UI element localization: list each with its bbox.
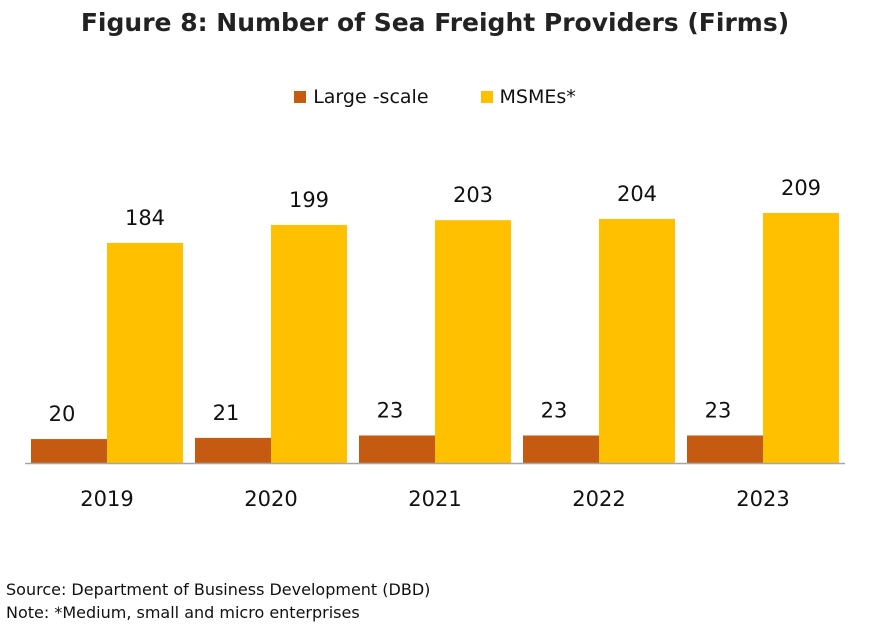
data-label-large-scale-2023: 23 (705, 398, 732, 422)
legend-item-msmes: MSMEs* (480, 86, 576, 108)
data-label-msmes-2019: 184 (125, 206, 165, 230)
bar-large-scale-2020 (195, 437, 271, 463)
bar-msmes-2020 (271, 224, 347, 463)
x-tick-label-2020: 2020 (244, 487, 297, 511)
data-label-msmes-2022: 204 (617, 182, 657, 206)
bar-msmes-2021 (435, 220, 511, 463)
legend-item-large-scale: Large -scale (294, 86, 429, 108)
bar-large-scale-2022 (523, 435, 599, 463)
source-note: Source: Department of Business Developme… (6, 580, 431, 599)
bar-large-scale-2021 (359, 435, 435, 463)
footnote: Note: *Medium, small and micro enterpris… (6, 603, 360, 622)
bar-msmes-2022 (599, 218, 675, 463)
bar-large-scale-2019 (31, 439, 107, 463)
chart-notes: Source: Department of Business Developme… (6, 578, 430, 624)
data-label-msmes-2023: 209 (781, 176, 821, 200)
legend-swatch-msmes (480, 91, 493, 103)
legend: Large -scale MSMEs* (0, 86, 870, 108)
data-label-large-scale-2021: 23 (377, 398, 404, 422)
bar-large-scale-2023 (687, 435, 763, 463)
bar-msmes-2023 (763, 213, 839, 463)
legend-swatch-large-scale (294, 91, 307, 103)
chart-title: Figure 8: Number of Sea Freight Provider… (80, 8, 790, 37)
x-tick-label-2022: 2022 (572, 487, 625, 511)
legend-label-large-scale: Large -scale (313, 86, 429, 108)
legend-label-msmes: MSMEs* (499, 86, 576, 108)
x-tick-label-2023: 2023 (736, 487, 789, 511)
data-label-msmes-2021: 203 (453, 183, 493, 207)
data-label-large-scale-2019: 20 (49, 402, 76, 426)
bar-msmes-2019 (107, 242, 183, 463)
data-label-msmes-2020: 199 (289, 188, 329, 212)
x-tick-label-2021: 2021 (408, 487, 461, 511)
data-label-large-scale-2020: 21 (213, 401, 240, 425)
x-tick-label-2019: 2019 (80, 487, 133, 511)
data-label-large-scale-2022: 23 (541, 398, 568, 422)
